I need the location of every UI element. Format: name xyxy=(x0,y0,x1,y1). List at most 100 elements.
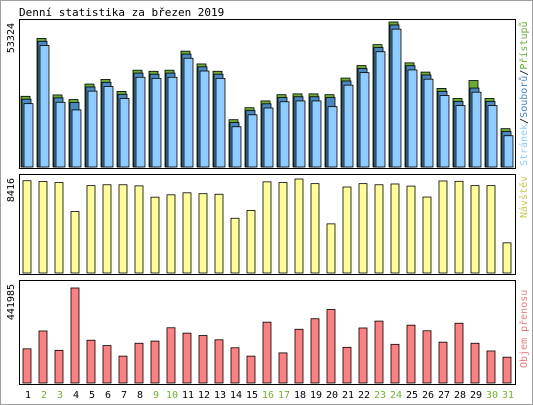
kbytes-bar xyxy=(70,287,80,384)
visits-bar xyxy=(86,185,96,274)
pages-bar xyxy=(295,100,306,168)
kbytes-bar xyxy=(150,340,160,384)
pages-bar xyxy=(359,72,370,168)
visits-bar xyxy=(374,184,384,274)
pages-bar xyxy=(503,135,514,168)
kbytes-bar xyxy=(118,355,128,384)
pages-bar xyxy=(87,90,98,168)
day-tick-label: 14 xyxy=(230,390,242,401)
visits-bar xyxy=(70,211,80,274)
day-tick-label: 16 xyxy=(262,390,274,401)
day-tick-label: 17 xyxy=(278,390,290,401)
day-tick-label: 6 xyxy=(105,390,111,401)
pages-bar xyxy=(167,76,178,168)
visits-bar xyxy=(342,186,352,274)
kbytes-bar xyxy=(54,349,64,384)
day-tick-label: 10 xyxy=(166,390,178,401)
day-tick-label: 24 xyxy=(390,390,402,401)
legend-entry: Stránek xyxy=(518,124,530,166)
day-tick-label: 8 xyxy=(137,390,143,401)
visits-bar xyxy=(294,178,304,274)
kbytes-legend: Objem přenosu xyxy=(518,290,530,368)
chart-title: Denní statistika za březen 2019 xyxy=(19,6,224,19)
visits-bar xyxy=(166,194,176,274)
day-tick-label: 30 xyxy=(486,390,498,401)
visits-bar xyxy=(390,183,400,274)
day-tick-label: 31 xyxy=(502,390,514,401)
pages-bar xyxy=(407,69,418,168)
kbytes-bar xyxy=(214,339,224,384)
pages-bar xyxy=(311,100,322,168)
pages-bar xyxy=(343,84,354,168)
kbytes-ymax-label: 441985 xyxy=(6,284,17,320)
kbytes-bar xyxy=(262,321,272,384)
pages-bar xyxy=(375,51,386,168)
kbytes-bar xyxy=(486,350,496,384)
kbytes-bar xyxy=(358,327,368,384)
pages-bar xyxy=(55,101,66,168)
day-tick-label: 5 xyxy=(89,390,95,401)
legend-entry: Souborů xyxy=(518,76,530,118)
pages-bar xyxy=(103,86,114,168)
kbytes-bar xyxy=(246,355,256,384)
kbytes-bar xyxy=(310,318,320,384)
legend-separator: / xyxy=(519,118,530,124)
day-tick-label: 19 xyxy=(310,390,322,401)
kbytes-bar xyxy=(102,345,112,384)
day-tick-label: 4 xyxy=(73,390,79,401)
kbytes-panel: 441985 Objem přenosu xyxy=(6,280,530,385)
pages-bar xyxy=(439,95,450,168)
kbytes-bar xyxy=(326,309,336,384)
visits-bar xyxy=(406,185,416,274)
day-tick-label: 21 xyxy=(342,390,354,401)
visits-bar xyxy=(134,185,144,274)
day-tick-label: 1 xyxy=(25,390,31,401)
kbytes-bar xyxy=(38,330,48,384)
day-tick-label: 25 xyxy=(406,390,418,401)
day-tick-label: 29 xyxy=(470,390,482,401)
day-tick-label: 3 xyxy=(57,390,63,401)
visits-legend: Návštěv xyxy=(518,176,530,218)
visits-ymax-label: 8416 xyxy=(6,178,17,202)
visits-bar xyxy=(310,183,320,274)
visits-bar xyxy=(102,184,112,274)
day-tick-label: 27 xyxy=(438,390,450,401)
kbytes-bar xyxy=(390,343,400,384)
pages-bar xyxy=(391,28,402,168)
visits-bar xyxy=(502,242,512,274)
pages-bar xyxy=(199,70,210,168)
day-tick-label: 11 xyxy=(182,390,194,401)
pages-bar xyxy=(263,107,274,168)
visits-bar xyxy=(422,196,432,274)
day-tick-label: 23 xyxy=(374,390,386,401)
hits-ymax-label: 53324 xyxy=(6,23,17,53)
day-tick-label: 22 xyxy=(358,390,370,401)
visits-bar xyxy=(262,181,272,274)
visits-bar xyxy=(150,196,160,274)
day-tick-label: 26 xyxy=(422,390,434,401)
pages-bar xyxy=(279,101,290,168)
visits-bar xyxy=(358,183,368,274)
pages-bar xyxy=(215,77,226,168)
day-tick-label: 15 xyxy=(246,390,258,401)
kbytes-bar xyxy=(342,346,352,384)
day-tick-label: 7 xyxy=(121,390,127,401)
kbytes-bar xyxy=(294,328,304,384)
visits-bar xyxy=(326,223,336,274)
pages-bar xyxy=(487,105,498,168)
day-tick-label: 18 xyxy=(294,390,306,401)
day-tick-label: 9 xyxy=(153,390,159,401)
day-tick-label: 28 xyxy=(454,390,466,401)
pages-bar xyxy=(471,91,482,168)
hits-legend: Stránek/Souborů/Přístupů xyxy=(518,21,530,166)
kbytes-bar xyxy=(22,348,32,384)
pages-bar xyxy=(327,106,338,168)
visits-bar xyxy=(470,185,480,274)
kbytes-bar xyxy=(422,330,432,384)
hits-panel: 53324 Stránek/Souborů/Přístupů xyxy=(6,19,530,169)
visits-bar xyxy=(182,192,192,274)
kbytes-bar xyxy=(470,342,480,384)
legend-separator: / xyxy=(519,70,530,76)
kbytes-bar xyxy=(182,332,192,384)
kbytes-bar xyxy=(406,324,416,384)
